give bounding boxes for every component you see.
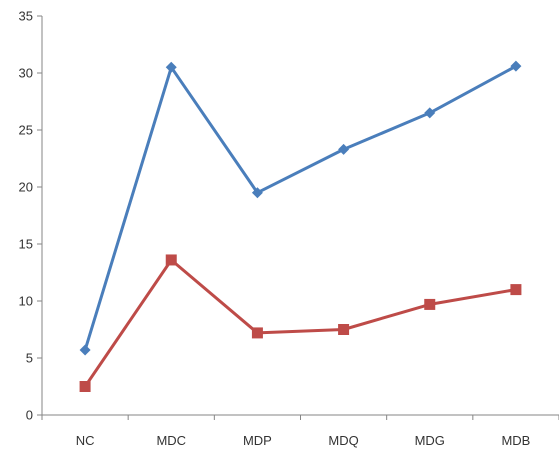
y-tick-label-25: 25 (19, 123, 33, 138)
series-2-point-nc (79, 381, 91, 392)
series-1-line (83, 64, 517, 351)
y-tick-label-5: 5 (26, 351, 33, 366)
series-2-line (83, 258, 517, 388)
x-tick-label-mdp: MDP (243, 433, 272, 448)
series-layer (79, 60, 522, 392)
y-tick-label-10: 10 (19, 294, 33, 309)
series-2-point-mdp (251, 327, 263, 339)
series-2-point-mdb (510, 284, 522, 296)
x-tick-label-mdq: MDQ (328, 433, 358, 448)
series-1-point-mdb (510, 60, 522, 72)
series-1 (79, 60, 522, 356)
series-2-point-mdc (165, 254, 177, 266)
y-tick-label-15: 15 (19, 237, 33, 252)
x-tick-label-mdb: MDB (501, 433, 530, 448)
y-tick-label-0: 0 (26, 408, 33, 423)
y-tick-label-30: 30 (19, 66, 33, 81)
x-tick-label-mdc: MDC (156, 433, 186, 448)
axes-layer: 0 5 10 15 20 25 30 35 NC MDC MDP MDQ MDG MDB (19, 9, 559, 448)
x-tick-label-nc: NC (76, 433, 95, 448)
series-2-point-mdg (424, 298, 436, 310)
series-1-point-mdq (338, 143, 350, 155)
y-tick-label-35: 35 (19, 9, 33, 24)
series-1-point-mdg (424, 107, 436, 119)
series-2 (79, 254, 522, 392)
series-1-point-mdp (251, 187, 263, 199)
x-tick-label-mdg: MDG (415, 433, 445, 448)
y-tick-label-20: 20 (19, 180, 33, 195)
series-1-point-nc (79, 344, 91, 356)
series-1-point-mdc (165, 61, 177, 73)
series-2-point-mdq (338, 324, 350, 335)
